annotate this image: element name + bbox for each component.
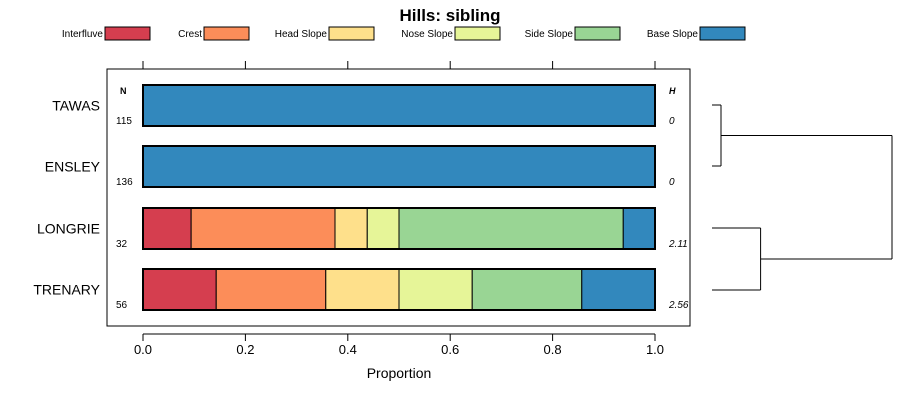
legend-label-nose-slope: Nose Slope: [401, 29, 453, 40]
bar-segment-longrie-crest: [190, 207, 336, 250]
legend-label-interfluve: Interfluve: [62, 29, 104, 40]
bar-segment-longrie-head-slope: [334, 207, 368, 250]
bar-outline-longrie: [142, 207, 656, 250]
h-value-longrie: 2.11: [668, 239, 688, 250]
legend-swatch-base-slope: [699, 26, 746, 41]
bar-segment-trenary-side-slope: [471, 268, 583, 311]
bar-segment-trenary-base-slope: [581, 268, 656, 311]
row-label-ensley: ENSLEY: [45, 159, 101, 175]
chart-title: Hills: sibling: [399, 6, 500, 25]
bars-group: [142, 84, 656, 311]
legend-swatch-interfluve: [104, 26, 151, 41]
legend-swatch-nose-slope: [454, 26, 501, 41]
x-tick-label-3: 0.6: [441, 342, 459, 357]
x-tick-label-4: 0.8: [544, 342, 562, 357]
bar-outline-trenary: [142, 268, 656, 311]
bar-outline-ensley: [142, 145, 656, 188]
plot-frame: [106, 68, 691, 327]
legend-swatch-side-slope: [574, 26, 621, 41]
row-label-tawas: TAWAS: [52, 98, 100, 114]
n-value-tawas: 115: [116, 116, 132, 127]
h-column-header: H: [669, 86, 676, 96]
legend-swatch-crest: [203, 26, 250, 41]
bar-segment-tawas-base-slope: [142, 84, 656, 127]
n-value-longrie: 32: [116, 239, 128, 250]
x-tick-label-5: 1.0: [646, 342, 664, 357]
row-labels: TAWAS 115 0 ENSLEY 136 0 LONGRIE 32 2.11 TRENARY 5…: [33, 98, 689, 312]
x-tick-label-0: 0.0: [134, 342, 152, 357]
x-tick-label-1: 0.2: [236, 342, 254, 357]
x-axis: 0.0 0.2 0.4 0.6 0.8 1.0: [134, 333, 664, 357]
row-label-longrie: LONGRIE: [37, 221, 100, 237]
legend-label-side-slope: Side Slope: [525, 29, 574, 40]
bar-segment-trenary-interfluve: [142, 268, 217, 311]
bar-segment-longrie-nose-slope: [366, 207, 400, 250]
bar-segment-trenary-nose-slope: [398, 268, 473, 311]
n-value-ensley: 136: [116, 177, 133, 188]
h-value-tawas: 0: [669, 116, 675, 127]
bar-segment-longrie-side-slope: [398, 207, 624, 250]
h-value-trenary: 2.56: [668, 300, 689, 311]
legend: Interfluve Crest Head Slope Nose Slope Side …: [62, 26, 746, 41]
legend-label-head-slope: Head Slope: [275, 29, 328, 40]
x-axis-label: Proportion: [367, 365, 432, 381]
dendrogram: [712, 104, 893, 291]
top-axis: [142, 61, 656, 69]
legend-label-base-slope: Base Slope: [647, 29, 699, 40]
bar-segment-longrie-base-slope: [622, 207, 656, 250]
bar-segment-trenary-head-slope: [325, 268, 400, 311]
x-tick-label-2: 0.4: [339, 342, 357, 357]
h-value-ensley: 0: [669, 177, 675, 188]
legend-label-crest: Crest: [178, 29, 202, 40]
row-label-trenary: TRENARY: [33, 282, 100, 298]
bar-segment-trenary-crest: [215, 268, 327, 311]
n-value-trenary: 56: [116, 300, 128, 311]
bar-segment-longrie-interfluve: [142, 207, 192, 250]
legend-swatch-head-slope: [328, 26, 375, 41]
bar-outline-tawas: [142, 84, 656, 127]
bar-segment-ensley-base-slope: [142, 145, 656, 188]
n-column-header: N: [120, 86, 127, 96]
